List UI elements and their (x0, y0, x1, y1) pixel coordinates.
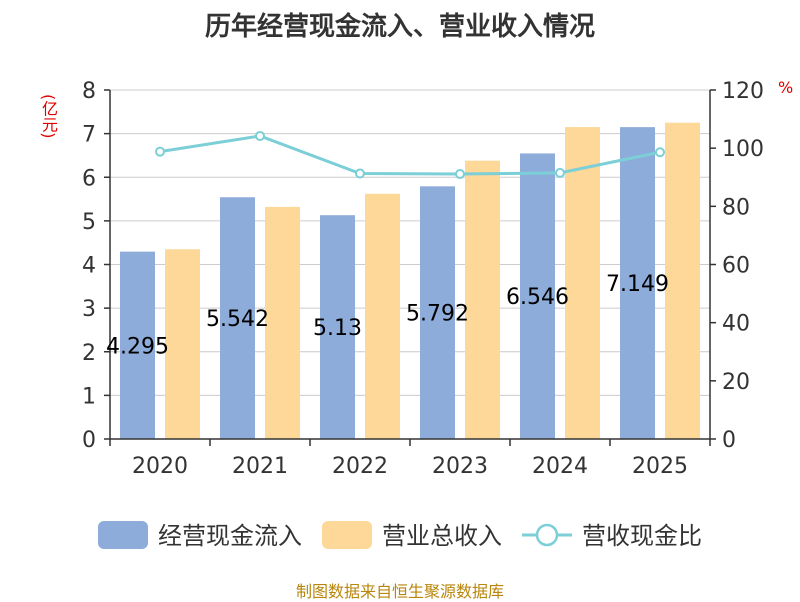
ratio-point (155, 146, 165, 157)
ratio-line (159, 134, 661, 176)
left-axis-tick-label: 7 (82, 123, 96, 148)
right-axis-tick-label: 80 (722, 195, 750, 220)
right-axis-tick-label: 40 (722, 312, 750, 337)
bar-cash-inflow (220, 197, 255, 439)
right-axis-tick-label: 120 (722, 79, 764, 104)
right-axis-tick-label: 20 (722, 370, 750, 395)
bar-cash-inflow (320, 215, 355, 439)
x-axis-tick-label: 2020 (132, 454, 188, 479)
x-axis-tick-label: 2023 (432, 454, 488, 479)
left-axis-unit: (亿元) (39, 93, 58, 139)
bar-revenue (465, 160, 500, 440)
ratio-point (455, 169, 465, 180)
bar-cash-inflow (520, 153, 555, 439)
x-axis-tick-label: 2021 (232, 454, 288, 479)
ratio-point (555, 167, 565, 178)
legend-swatch-1 (322, 521, 372, 549)
data-label: 7.149 (606, 272, 669, 297)
x-axis-tick-label: 2025 (632, 454, 688, 479)
x-axis-tick-label: 2024 (532, 454, 588, 479)
data-label: 5.542 (206, 307, 269, 332)
bar-cash-inflow (420, 186, 455, 439)
legend-label-0: 经营现金流入 (158, 522, 302, 550)
legend-label-2: 营收现金比 (582, 522, 702, 550)
bar-cash-inflow (620, 127, 655, 439)
bar-revenue (165, 249, 200, 439)
chart-title: 历年经营现金流入、营业收入情况 (204, 12, 595, 42)
left-axis-tick-label: 8 (82, 79, 96, 104)
right-axis-tick-label: 60 (722, 254, 750, 279)
legend-swatch-marker (535, 523, 559, 547)
left-axis-tick-label: 3 (82, 297, 96, 322)
left-axis-tick-label: 4 (82, 254, 96, 279)
ratio-point (655, 147, 665, 158)
left-axis-tick-label: 6 (82, 166, 96, 191)
right-axis-unit: % (778, 78, 794, 97)
left-axis-tick-label: 0 (82, 428, 96, 453)
data-label: 5.13 (313, 316, 362, 341)
bar-cash-inflow (120, 251, 155, 439)
bar-revenue (665, 122, 700, 439)
right-axis-tick-label: 100 (722, 137, 764, 162)
ratio-point (355, 168, 365, 179)
source-note: 制图数据来自恒生聚源数据库 (295, 582, 504, 601)
bar-revenue (565, 127, 600, 440)
legend-label-1: 营业总收入 (382, 522, 502, 550)
ratio-point (255, 130, 265, 141)
bar-revenue (265, 206, 300, 439)
data-label: 6.546 (506, 285, 569, 310)
left-axis-tick-label: 1 (82, 384, 96, 409)
data-label: 5.792 (406, 302, 469, 327)
legend-swatch-0 (98, 521, 148, 549)
x-axis-tick-label: 2022 (332, 454, 388, 479)
right-axis-tick-label: 0 (722, 428, 736, 453)
bar-revenue (365, 193, 400, 439)
left-axis-tick-label: 2 (82, 341, 96, 366)
data-label: 4.295 (106, 334, 169, 359)
left-axis-tick-label: 5 (82, 210, 96, 235)
